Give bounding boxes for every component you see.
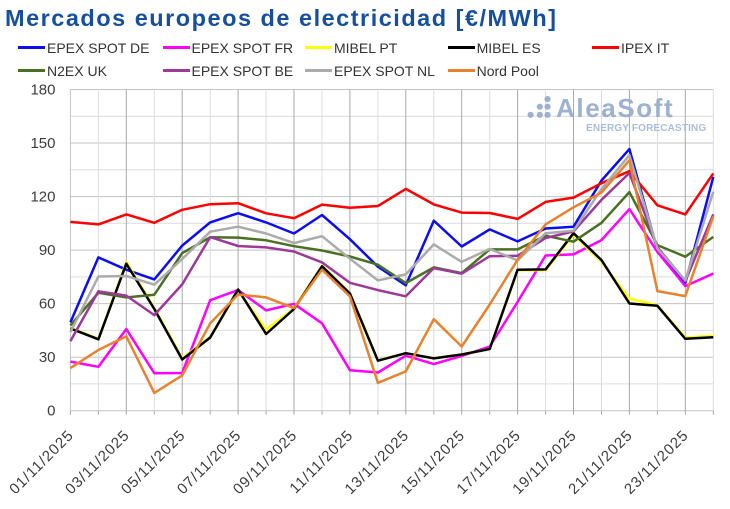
svg-text:150: 150 [30, 135, 55, 152]
svg-text:AleaSoft: AleaSoft [556, 93, 674, 123]
svg-text:0: 0 [47, 403, 55, 420]
svg-text:90: 90 [39, 242, 56, 259]
svg-text:30: 30 [39, 349, 56, 366]
svg-text:ENERGY FORECASTING: ENERGY FORECASTING [586, 123, 706, 134]
svg-text:180: 180 [30, 82, 55, 99]
svg-text:60: 60 [39, 296, 56, 313]
svg-text:120: 120 [30, 189, 55, 206]
